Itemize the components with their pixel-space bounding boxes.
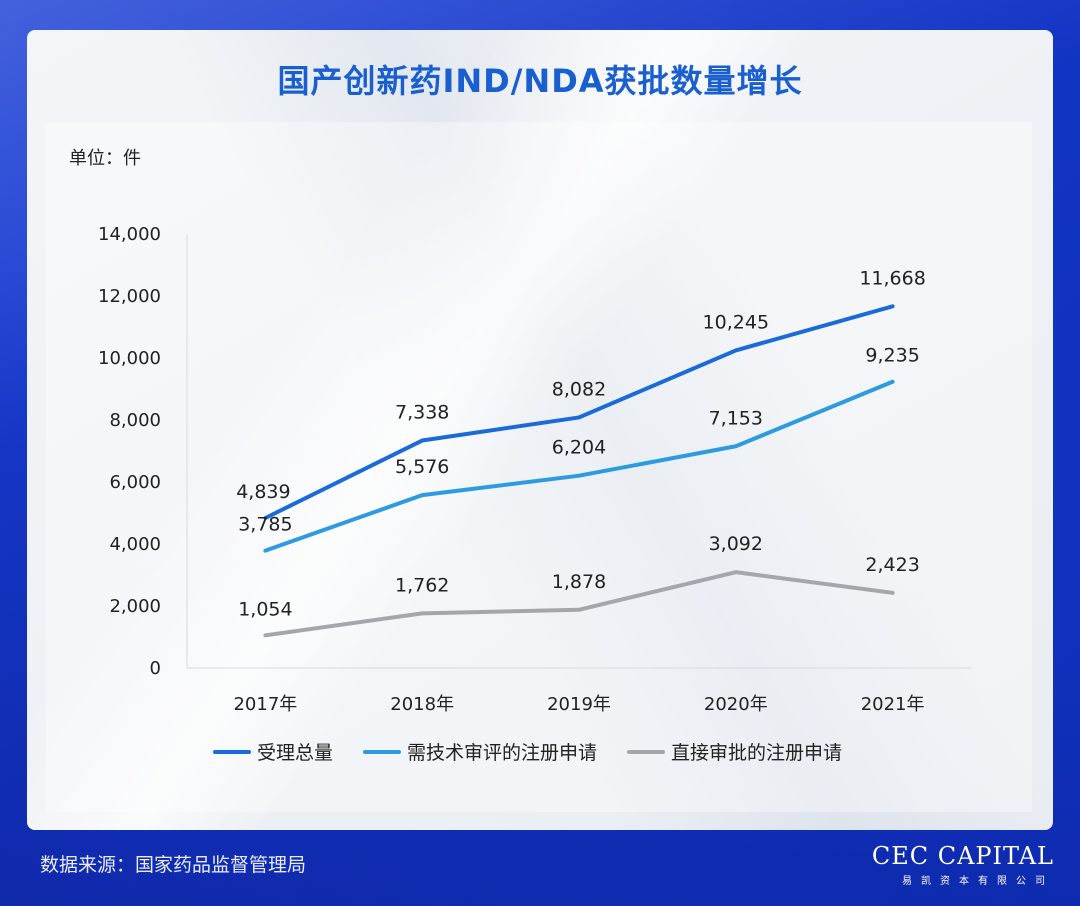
y-tick-label: 14,000 [98,224,161,245]
data-point [578,475,580,477]
data-label: 7,153 [709,407,763,429]
data-label: 7,338 [395,402,449,424]
legend-swatch [363,749,402,754]
data-point [421,494,423,496]
x-tick-label: 2019年 [547,694,611,715]
data-point [892,592,894,594]
chart-card: 国产创新药IND/NDA获批数量增长 单位：件 0 2,000 4,000 6,000… [27,30,1053,830]
y-tick-label: 2,000 [109,596,161,617]
legend-label: 直接审批的注册申请 [671,742,843,764]
legend-item: 受理总量 [213,738,333,765]
y-tick-label: 10,000 [98,348,161,369]
y-tick-label: 6,000 [109,472,161,493]
data-point [421,440,423,442]
data-label: 4,839 [236,481,290,503]
x-tick-label: 2020年 [704,694,768,715]
y-tick-label: 12,000 [98,286,161,307]
series-line-1 [263,304,895,520]
data-point [892,305,894,307]
unit-label: 单位：件 [69,148,141,169]
plot-panel [46,122,1032,812]
data-label: 10,245 [703,311,769,333]
x-tick-label: 2018年 [390,694,454,715]
x-tick-label: 2017年 [233,694,297,715]
data-point [421,612,423,614]
chart-legend: 受理总量 需技术审评的注册申请 直接审批的注册申请 [213,738,842,765]
data-label: 11,668 [859,267,925,289]
data-point [578,416,580,418]
data-label: 8,082 [552,378,606,400]
data-point [578,609,580,611]
y-tick-label: 4,000 [109,534,161,555]
legend-label: 需技术审评的注册申请 [407,742,598,764]
data-point [264,517,266,519]
logo-text: CEC CAPITAL [871,842,1054,870]
x-tick-label: 2021年 [861,694,925,715]
brand-logo: CEC CAPITAL 易凯资本有限公司 [872,842,1054,887]
data-label: 5,576 [395,456,449,478]
legend-item: 需技术审评的注册申请 [363,738,597,765]
data-label: 6,204 [552,437,606,459]
line-chart: 0 2,000 4,000 6,000 8,000 10,000 12,000 14,000 2… [98,224,971,715]
data-source: 数据来源：国家药品监督管理局 [40,854,307,876]
data-point [735,571,737,573]
data-label: 3,092 [709,533,763,555]
data-point [735,349,737,351]
page-title: 国产创新药IND/NDA获批数量增长 [277,62,803,100]
legend-swatch [627,749,666,754]
y-tick-label: 0 [150,658,161,679]
series-line-2 [263,379,895,553]
data-point [264,550,266,552]
legend-item: 直接审批的注册申请 [627,738,842,765]
y-tick-label: 8,000 [109,410,161,431]
data-label: 1,054 [238,598,292,620]
logo-subtext: 易凯资本有限公司 [902,876,1054,887]
data-label: 2,423 [865,554,919,576]
data-label: 1,878 [552,571,606,593]
legend-label: 受理总量 [257,742,334,764]
data-label: 9,235 [865,345,919,367]
data-point [264,634,266,636]
data-point [892,381,894,383]
data-label: 3,785 [238,514,292,536]
data-point [735,445,737,447]
legend-swatch [213,749,251,754]
data-label: 1,762 [395,574,449,596]
